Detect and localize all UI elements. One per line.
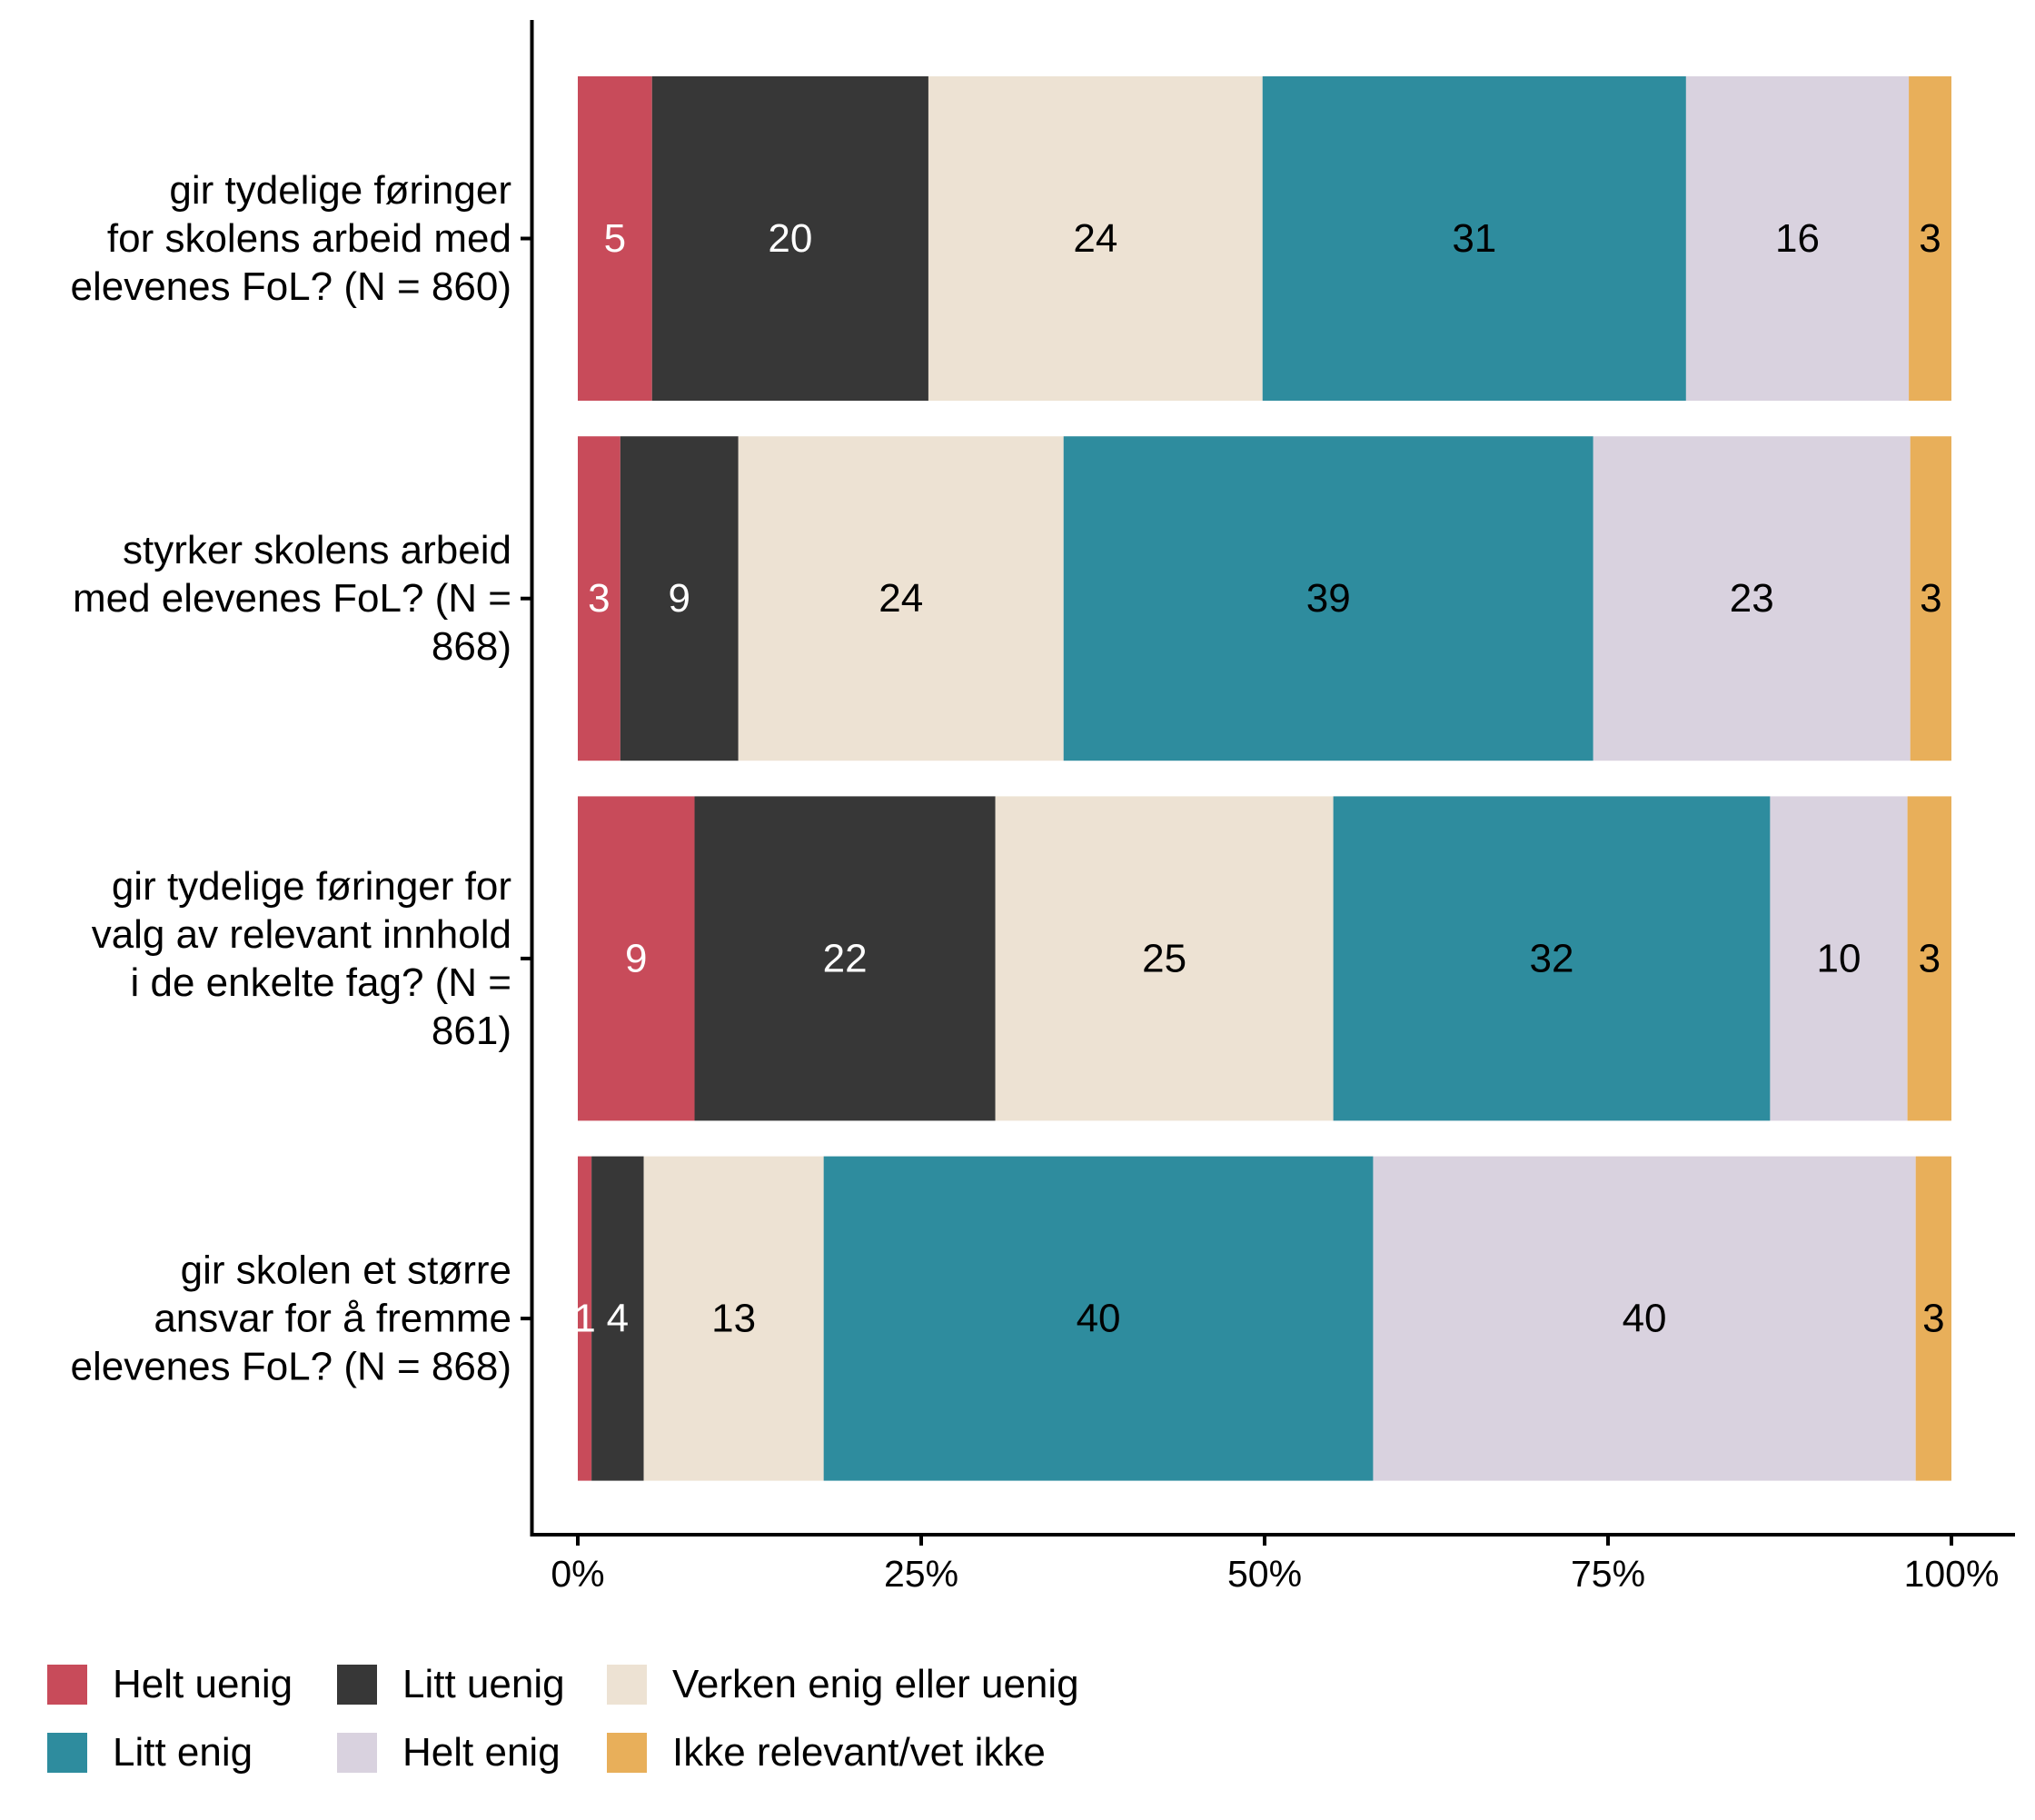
x-tick-label: 50% [1227,1553,1302,1595]
legend-item-helt-uenig: Helt uenig [47,1665,293,1705]
legend-label: Helt uenig [113,1662,293,1706]
legend-swatch [47,1665,87,1705]
bar-segment-verken-enig-eller-uenig [928,76,1263,401]
legend-item-litt-uenig: Litt uenig [337,1665,565,1705]
y-axis-label-line: for skolens arbeid med [107,216,511,261]
data-label: 24 [1073,216,1117,261]
data-label: 16 [1775,216,1820,261]
bar-segment-ikke-relevant-vet-ikke [1910,436,1951,761]
y-axis-label-line: 868) [432,624,511,669]
y-axis-label-line: ansvar for å fremme [154,1297,511,1341]
y-axis-label-line: med elevenes FoL? (N = [73,576,511,621]
bar-segment-litt-uenig [620,436,739,761]
data-label: 24 [879,576,923,621]
legend-label: Ikke relevant/vet ikke [672,1730,1046,1775]
data-label: 9 [669,576,690,621]
bar-segment-helt-uenig [578,76,652,401]
legend-swatch [47,1733,87,1773]
bar-segment-litt-uenig [651,76,928,401]
x-tick-label: 75% [1571,1553,1645,1595]
y-axis-label: gir tydelige føringer for valg av relevan… [92,864,511,1053]
bar-segment-helt-uenig [578,436,620,761]
bar-segment-verken-enig-eller-uenig [643,1156,824,1481]
bar-segment-litt-enig [1063,436,1593,761]
legend-item-verken-enig-eller-uenig: Verken enig eller uenig [607,1665,1079,1705]
bar-segment-litt-uenig [694,796,996,1121]
data-label: 1 [573,1297,595,1341]
bar-row [578,1156,1951,1481]
legend-label: Helt enig [402,1730,561,1775]
bar-segment-helt-enig [1373,1156,1916,1481]
data-label: 32 [1530,936,1574,980]
bar-segment-ikke-relevant-vet-ikke [1909,76,1951,401]
data-label: 31 [1452,216,1496,261]
bar-row [578,436,1951,761]
y-axis-label-line: elevenes FoL? (N = 860) [70,264,511,309]
y-axis-label-line: 861) [432,1009,511,1053]
bar-segment-verken-enig-eller-uenig [995,796,1334,1121]
segment-labels-layer: 5 20 24 31 16 33 9 24 39 23 39 22 25 32 10 31 4 13 40 40 3 [573,216,1944,1341]
x-tick-label: 25% [884,1553,958,1595]
bar-segment-verken-enig-eller-uenig [738,436,1064,761]
y-axis-labels: gir tydelige føringer for skolens arbeid … [70,168,532,1389]
bar-segment-helt-uenig [578,1156,592,1481]
x-tick-label: 100% [1904,1553,2000,1595]
y-axis-label-line: gir tydelige føringer for [112,864,511,909]
y-axis-label-line: gir skolen et større [181,1248,511,1293]
y-axis-label: gir tydelige føringer for skolens arbeid … [70,168,511,309]
legend-item-litt-enig: Litt enig [47,1733,253,1773]
legend-swatch [607,1665,647,1705]
bar-segment-helt-enig [1770,796,1908,1121]
x-tick-label: 0% [551,1553,604,1595]
legend-label: Litt enig [113,1730,253,1775]
data-label: 3 [1919,216,1941,261]
y-axis-label: styrker skolens arbeid med elevenes FoL? … [73,528,511,669]
data-label: 3 [1922,1297,1944,1341]
data-label: 3 [1920,576,1941,621]
bar-segment-litt-enig [1262,76,1686,401]
bar-segment-helt-uenig [578,796,695,1121]
bar-segment-litt-uenig [591,1156,644,1481]
legend-swatch [337,1665,377,1705]
legend-label: Litt uenig [402,1662,565,1706]
legend-item-helt-enig: Helt enig [337,1733,561,1773]
bar-segment-litt-enig [823,1156,1374,1481]
data-label: 22 [823,936,868,980]
data-label: 10 [1817,936,1861,980]
data-label: 39 [1306,576,1351,621]
legend-swatch [607,1733,647,1773]
data-label: 4 [607,1297,629,1341]
data-label: 5 [604,216,626,261]
data-label: 9 [625,936,647,980]
data-label: 3 [588,576,610,621]
y-axis-label-line: valg av relevant innhold [92,912,511,957]
legend-label: Verken enig eller uenig [672,1662,1079,1706]
bar-segment-helt-enig [1685,76,1910,401]
y-axis-label-line: styrker skolens arbeid [123,528,511,572]
bar-segment-litt-enig [1333,796,1771,1121]
y-axis-label-line: i de enkelte fag? (N = [131,960,511,1005]
legend-item-ikke-relevant: Ikke relevant/vet ikke [607,1733,1046,1773]
y-axis-label: gir skolen et større ansvar for å fremme e… [70,1248,511,1389]
legend-swatch [337,1733,377,1773]
bar-segment-helt-enig [1593,436,1911,761]
data-label: 3 [1919,936,1941,980]
data-label: 13 [711,1297,756,1341]
data-label: 40 [1077,1297,1121,1341]
y-axis-label-line: gir tydelige føringer [169,168,511,213]
y-axis-label-line: elevenes FoL? (N = 868) [70,1345,511,1389]
bar-segment-ikke-relevant-vet-ikke [1915,1156,1951,1481]
data-label: 40 [1623,1297,1667,1341]
x-axis-ticks: 0% 25% 50% 75% 100% [551,1535,1999,1595]
data-label: 23 [1730,576,1774,621]
bar-row [578,796,1951,1121]
bar-segment-ikke-relevant-vet-ikke [1907,796,1951,1121]
bars-layer [578,76,1951,1481]
bar-row [578,76,1951,401]
data-label: 20 [768,216,812,261]
data-label: 25 [1142,936,1186,980]
